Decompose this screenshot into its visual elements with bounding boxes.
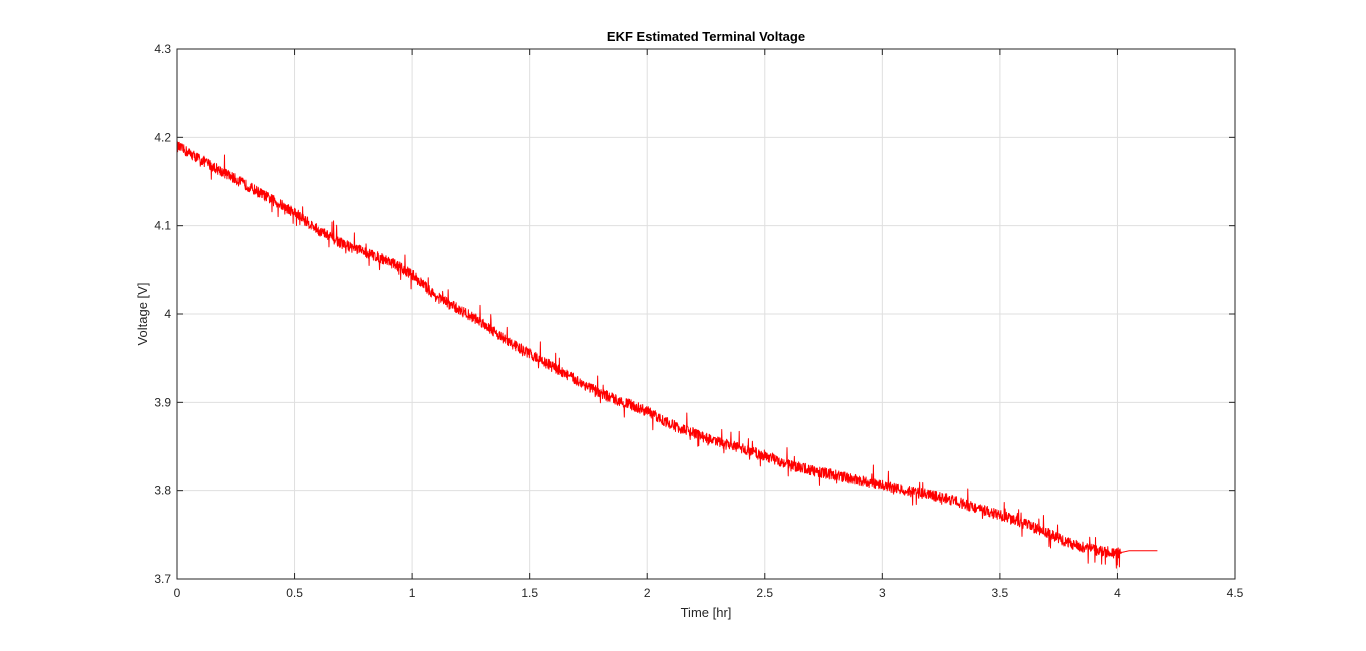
y-tick-label: 3.9 [154,395,171,409]
y-tick-label: 4 [164,307,171,321]
x-tick-label: 2 [644,586,651,600]
y-axis-label: Voltage [V] [135,283,150,346]
y-tick-label: 4.3 [154,42,171,56]
x-tick-label: 3.5 [992,586,1009,600]
chart-title: EKF Estimated Terminal Voltage [607,29,805,44]
y-tick-label: 3.8 [154,484,171,498]
grid-lines [177,49,1235,579]
voltage-series-line [176,141,1158,569]
tick-labels: 0 0.5 1 1.5 2 2.5 3 3.5 4 4.5 3.7 3.8 3.9 4 4.1 4.2 4.3 [154,42,1243,600]
y-tick-label: 3.7 [154,572,171,586]
y-tick-label: 4.1 [154,219,171,233]
x-tick-label: 1 [409,586,416,600]
x-tick-label: 0.5 [286,586,303,600]
tick-marks [176,48,1236,580]
x-tick-label: 4 [1114,586,1121,600]
y-tick-label: 4.2 [154,130,171,144]
series-layer [176,141,1158,569]
x-tick-label: 1.5 [521,586,538,600]
x-tick-label: 4.5 [1227,586,1244,600]
x-tick-label: 0 [174,586,181,600]
x-axis-label: Time [hr] [681,605,732,620]
x-tick-label: 2.5 [756,586,773,600]
x-tick-label: 3 [879,586,886,600]
